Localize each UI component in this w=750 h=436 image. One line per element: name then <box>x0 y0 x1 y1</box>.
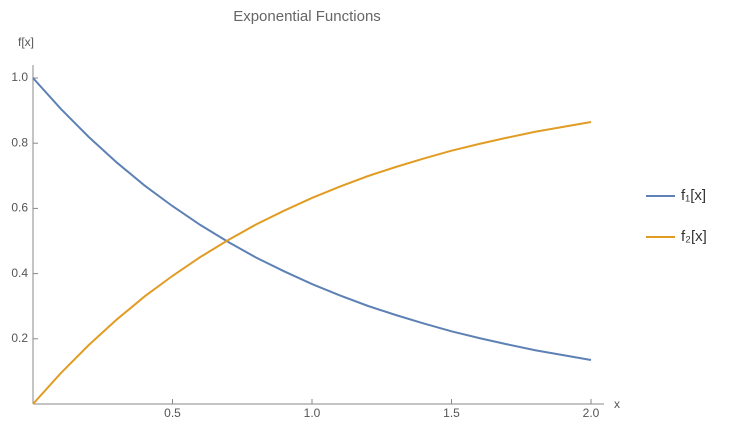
legend-label: f₂[x] <box>681 228 707 245</box>
y-axis-label: f[x] <box>18 35 34 49</box>
x-tick-label: 0.5 <box>164 406 181 420</box>
x-tick-label: 1.0 <box>304 406 321 420</box>
y-tick-label: 0.8 <box>11 135 28 149</box>
x-tick-label: 2.0 <box>583 406 600 420</box>
series-line <box>32 121 592 405</box>
y-tick-label: 0.2 <box>11 331 28 345</box>
series-line <box>32 77 592 361</box>
y-tick-label: 0.4 <box>11 266 28 280</box>
y-tick-label: 0.6 <box>11 201 28 215</box>
x-tick-label: 1.5 <box>443 406 460 420</box>
y-tick-label: 1.0 <box>11 70 28 84</box>
legend-label: f₁[x] <box>681 187 706 204</box>
x-axis-label: x <box>614 397 620 411</box>
chart-title: Exponential Functions <box>233 8 381 25</box>
